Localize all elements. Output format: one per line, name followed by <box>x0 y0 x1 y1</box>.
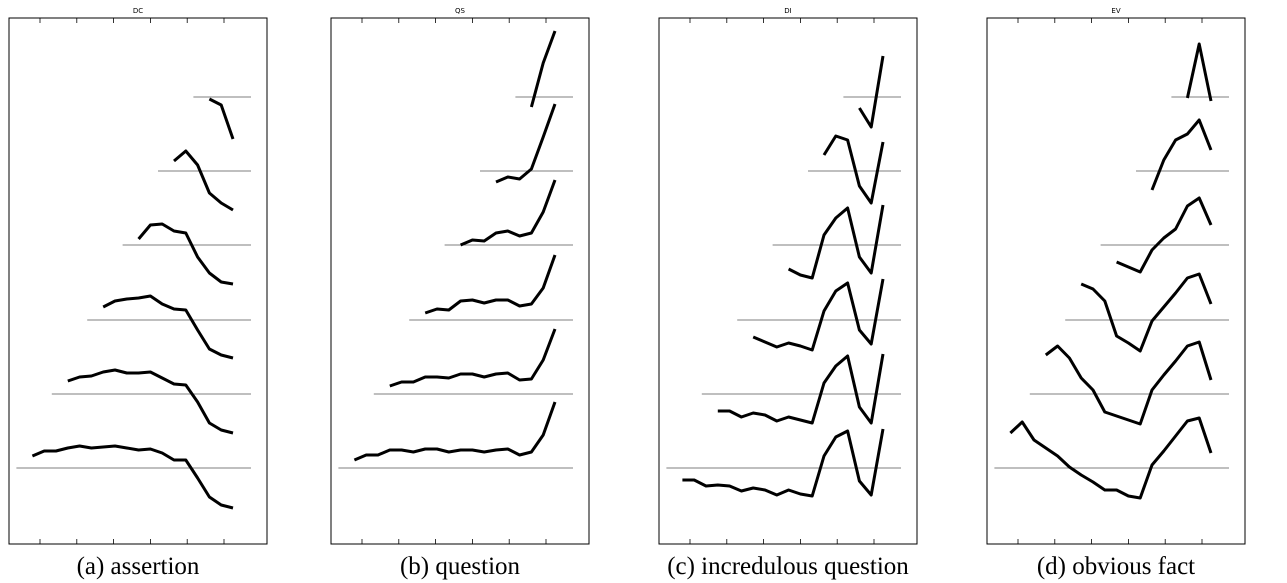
panel-frame <box>658 17 918 545</box>
pitch-contour <box>682 428 885 498</box>
pitch-contour <box>787 204 885 280</box>
pitch-contour <box>208 97 235 140</box>
panel-caption: (d) obvious fact <box>1037 553 1195 580</box>
pitch-contour <box>389 328 557 388</box>
panel-caption: (a) assertion <box>77 553 200 580</box>
pitch-contour <box>495 103 557 184</box>
panel: EV (d) obvious fact <box>986 7 1246 580</box>
panel-title: DI <box>784 7 791 15</box>
panel-caption: (c) incredulous question <box>667 553 909 580</box>
panel-frame <box>330 17 590 545</box>
panel-title: DC <box>133 7 143 15</box>
pitch-contour <box>67 368 234 435</box>
pitch-contour <box>1116 196 1213 274</box>
pitch-contour <box>822 134 885 205</box>
panel-title: QS <box>455 7 466 15</box>
pitch-contour <box>1185 42 1213 102</box>
pitch-contour <box>102 294 234 360</box>
pitch-contour <box>424 254 557 315</box>
panel-caption: (b) question <box>400 553 521 580</box>
panel-title: EV <box>1111 7 1120 15</box>
panel: DC (a) assertion <box>8 7 268 580</box>
pitch-contour <box>353 401 557 462</box>
panel: DI (c) incredulous question <box>658 7 918 580</box>
pitch-contour <box>460 179 557 247</box>
pitch-contour <box>752 278 885 352</box>
pitch-contour <box>858 55 885 129</box>
pitch-contour <box>529 30 557 108</box>
pitch-contour <box>1150 118 1213 191</box>
pitch-contour <box>137 222 234 286</box>
pitch-contour <box>717 353 885 425</box>
pitch-contour <box>31 444 234 510</box>
pitch-contour <box>1044 340 1213 426</box>
pitch-contour <box>1009 416 1213 500</box>
panel: QS (b) question <box>330 7 590 580</box>
pitch-contour <box>173 149 234 212</box>
pitch-contour <box>1080 272 1213 353</box>
panel-frame <box>986 17 1246 545</box>
panel-frame <box>8 17 268 545</box>
